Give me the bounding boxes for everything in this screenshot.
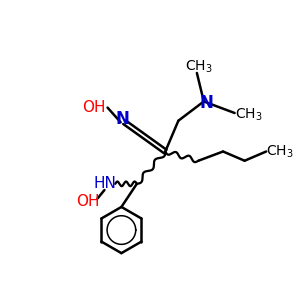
Text: N: N xyxy=(199,94,213,112)
Text: OH: OH xyxy=(82,100,105,115)
Text: OH: OH xyxy=(76,194,100,209)
Text: CH$_3$: CH$_3$ xyxy=(235,106,262,123)
Text: CH$_3$: CH$_3$ xyxy=(266,143,294,160)
Text: N: N xyxy=(115,110,129,128)
Text: HN: HN xyxy=(93,176,116,191)
Text: CH$_3$: CH$_3$ xyxy=(184,58,212,75)
